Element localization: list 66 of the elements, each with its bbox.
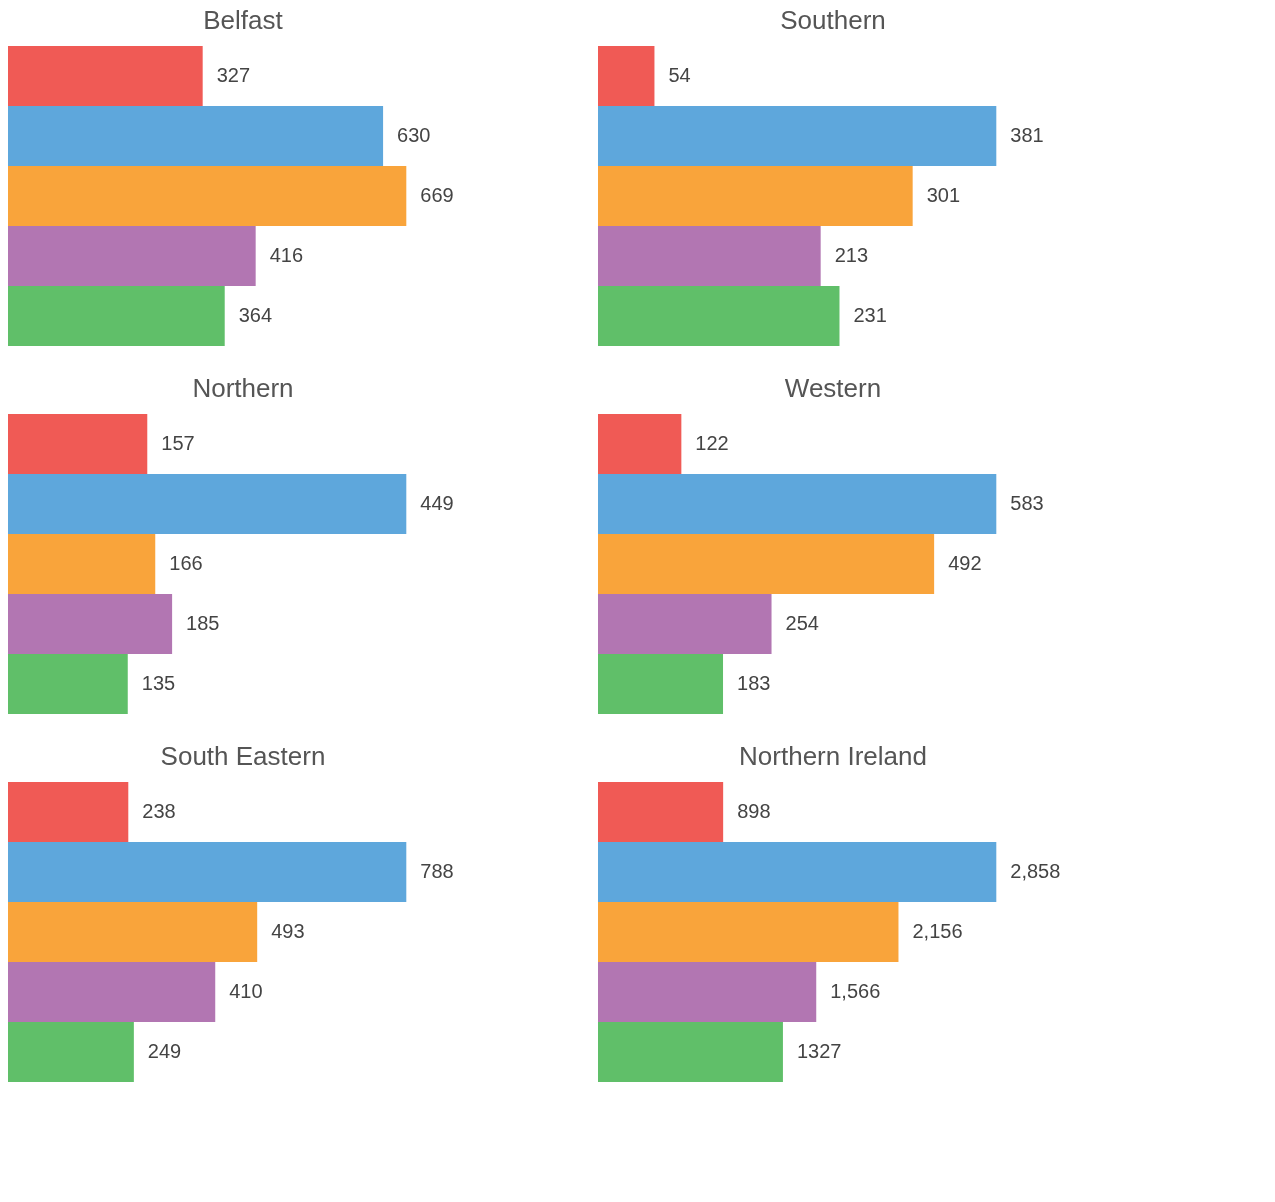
bar xyxy=(598,226,821,286)
bar xyxy=(8,106,384,166)
data-label: 364 xyxy=(238,304,273,326)
chart-title: Western xyxy=(784,373,882,403)
bar xyxy=(598,1022,783,1082)
data-label: 2,858 xyxy=(1010,860,1061,882)
bar xyxy=(8,782,129,842)
data-label: 410 xyxy=(229,980,263,1002)
bar xyxy=(8,414,148,474)
bar xyxy=(598,106,997,166)
data-label: 788 xyxy=(420,860,454,882)
data-label: 493 xyxy=(271,920,305,942)
data-label: 122 xyxy=(695,432,729,454)
data-label: 492 xyxy=(948,552,982,574)
data-label: 1,566 xyxy=(830,980,881,1002)
bar xyxy=(598,286,840,346)
bar xyxy=(598,902,899,962)
bar xyxy=(8,842,407,902)
bar xyxy=(598,46,655,106)
chart-title: Belfast xyxy=(203,5,284,35)
bar xyxy=(8,286,225,346)
data-label: 238 xyxy=(142,800,176,822)
chart-title: Northern Ireland xyxy=(739,741,927,771)
data-label: 135 xyxy=(141,672,176,694)
bar xyxy=(8,534,156,594)
data-label: 416 xyxy=(269,244,304,266)
bar xyxy=(8,594,173,654)
data-label: 185 xyxy=(186,612,220,634)
data-label: 301 xyxy=(926,184,961,206)
data-label: 254 xyxy=(785,612,819,634)
data-label: 898 xyxy=(737,800,771,822)
data-label: 157 xyxy=(161,432,195,454)
data-label: 381 xyxy=(1010,124,1044,146)
bar xyxy=(598,962,817,1022)
bar xyxy=(8,474,407,534)
data-label: 327 xyxy=(216,64,251,86)
data-label: 449 xyxy=(420,492,454,514)
bar xyxy=(8,1022,134,1082)
data-label: 183 xyxy=(737,672,771,694)
chart-title: Southern xyxy=(780,5,886,35)
data-label: 54 xyxy=(668,64,691,86)
data-label: 583 xyxy=(1010,492,1044,514)
chart-title: South Eastern xyxy=(160,741,326,771)
bar xyxy=(8,962,216,1022)
bar xyxy=(8,226,256,286)
data-label: 231 xyxy=(853,304,887,326)
data-label: 2,156 xyxy=(912,920,963,942)
data-label: 213 xyxy=(834,244,869,266)
bar xyxy=(8,46,203,106)
bar xyxy=(598,842,997,902)
data-label: 166 xyxy=(169,552,203,574)
data-label: 669 xyxy=(420,184,454,206)
bar xyxy=(598,654,724,714)
bar xyxy=(8,166,407,226)
bar xyxy=(8,902,258,962)
bar xyxy=(598,166,913,226)
bar xyxy=(598,474,997,534)
bar xyxy=(598,534,935,594)
data-label: 249 xyxy=(147,1040,182,1062)
bar xyxy=(598,782,724,842)
chart-title: Northern xyxy=(192,373,294,403)
data-label: 1327 xyxy=(796,1040,842,1062)
bar xyxy=(598,594,772,654)
bar xyxy=(598,414,682,474)
bar xyxy=(8,654,128,714)
data-label: 630 xyxy=(397,124,431,146)
